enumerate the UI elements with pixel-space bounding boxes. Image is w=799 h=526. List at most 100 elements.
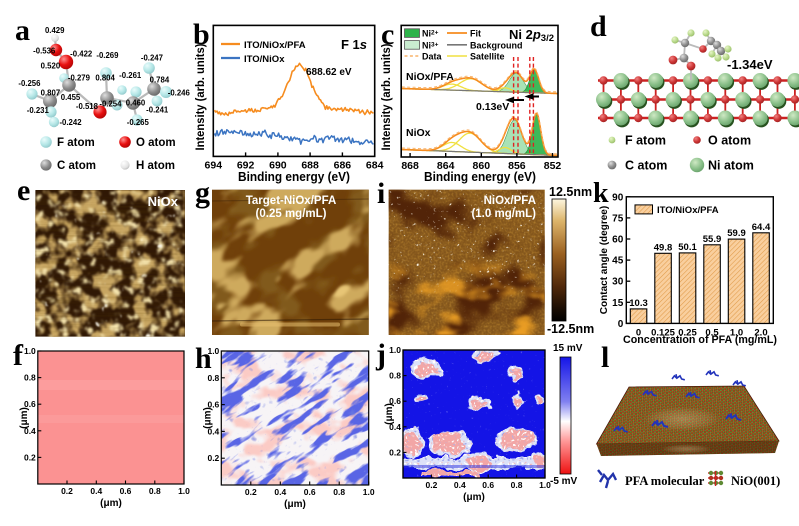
- svg-text:0.8: 0.8: [333, 487, 345, 497]
- svg-text:c: c: [381, 18, 394, 51]
- svg-text:ITO/NiOx/PFA: ITO/NiOx/PFA: [657, 205, 719, 216]
- svg-text:2.0: 2.0: [754, 327, 767, 338]
- svg-text:1.0: 1.0: [207, 346, 219, 356]
- svg-text:864: 864: [437, 160, 455, 172]
- svg-text:g: g: [195, 176, 210, 209]
- svg-text:Satellite: Satellite: [470, 52, 505, 62]
- svg-text:h: h: [195, 342, 212, 375]
- svg-text:0.804: 0.804: [95, 74, 115, 83]
- svg-text:1.0: 1.0: [24, 346, 36, 356]
- svg-text:(0.25 mg/mL): (0.25 mg/mL): [256, 208, 327, 220]
- svg-text:690: 690: [269, 159, 287, 171]
- svg-text:-5 mV: -5 mV: [550, 476, 578, 487]
- svg-text:-0.261: -0.261: [119, 71, 142, 80]
- svg-text:Intensity (arb. units): Intensity (arb. units): [379, 44, 393, 151]
- svg-text:75: 75: [612, 213, 624, 224]
- svg-text:0.8: 0.8: [149, 486, 161, 496]
- svg-text:0: 0: [618, 319, 624, 330]
- svg-text:-1.34eV: -1.34eV: [727, 57, 773, 72]
- svg-text:(μm): (μm): [463, 492, 485, 503]
- svg-text:-0.254: -0.254: [99, 99, 122, 108]
- svg-text:688: 688: [301, 159, 319, 171]
- svg-text:NiOx/PFA: NiOx/PFA: [484, 195, 536, 207]
- svg-text:(μm): (μm): [100, 498, 122, 509]
- svg-text:C atom: C atom: [57, 160, 96, 172]
- svg-text:856: 856: [508, 160, 526, 172]
- svg-text:692: 692: [237, 159, 255, 171]
- svg-text:F 1s: F 1s: [341, 37, 367, 52]
- svg-text:l: l: [601, 341, 609, 374]
- svg-text:0.8: 0.8: [24, 373, 36, 383]
- svg-text:b: b: [193, 18, 210, 51]
- svg-text:-0.247: -0.247: [141, 53, 163, 62]
- svg-text:0.4: 0.4: [454, 480, 466, 490]
- svg-text:-0.279: -0.279: [68, 74, 91, 83]
- svg-text:0.2: 0.2: [245, 487, 257, 497]
- svg-text:C atom: C atom: [625, 159, 667, 173]
- svg-text:-0.536: -0.536: [33, 47, 56, 56]
- svg-text:Binding energy (eV): Binding energy (eV): [424, 169, 536, 184]
- svg-text:0.8: 0.8: [389, 371, 401, 381]
- svg-text:15: 15: [612, 298, 624, 309]
- svg-text:-0.256: -0.256: [18, 79, 41, 88]
- svg-text:Binding energy (eV): Binding energy (eV): [238, 169, 350, 184]
- svg-text:Ni atom: Ni atom: [708, 159, 754, 173]
- svg-text:Ni3+: Ni3+: [422, 40, 439, 50]
- svg-text:0.4: 0.4: [207, 426, 219, 436]
- svg-text:0.4: 0.4: [90, 486, 102, 496]
- svg-text:0.2: 0.2: [207, 453, 219, 463]
- svg-text:0.2: 0.2: [61, 486, 73, 496]
- svg-text:852: 852: [544, 160, 562, 172]
- svg-text:Background: Background: [470, 40, 523, 50]
- svg-text:0.2: 0.2: [389, 447, 401, 457]
- svg-text:-0.422: -0.422: [70, 50, 93, 59]
- svg-text:-0.231: -0.231: [27, 106, 50, 115]
- svg-text:0: 0: [636, 327, 641, 338]
- svg-text:-0.265: -0.265: [127, 118, 150, 127]
- svg-text:(μm): (μm): [284, 499, 306, 510]
- svg-text:55.9: 55.9: [703, 234, 722, 245]
- svg-text:10.3: 10.3: [629, 298, 648, 309]
- svg-text:15 mV: 15 mV: [553, 343, 583, 354]
- svg-text:90: 90: [612, 192, 624, 203]
- svg-text:0.8: 0.8: [511, 480, 523, 490]
- svg-text:NiOx: NiOx: [148, 194, 179, 209]
- svg-text:-0.246: -0.246: [168, 88, 191, 97]
- svg-text:0.520: 0.520: [41, 62, 61, 71]
- svg-text:0.4: 0.4: [24, 426, 36, 436]
- svg-text:30: 30: [612, 277, 624, 288]
- svg-text:49.8: 49.8: [654, 242, 673, 253]
- svg-text:j: j: [375, 338, 386, 371]
- svg-text:12.5nm: 12.5nm: [549, 185, 592, 199]
- svg-text:0.807: 0.807: [41, 88, 61, 97]
- svg-text:694: 694: [205, 159, 223, 171]
- svg-text:1.0: 1.0: [539, 480, 551, 490]
- svg-text:59.9: 59.9: [727, 228, 746, 239]
- svg-text:NiOx/PFA: NiOx/PFA: [406, 71, 454, 83]
- svg-text:e: e: [17, 174, 30, 207]
- svg-text:Fit: Fit: [470, 29, 481, 39]
- svg-text:1.0: 1.0: [178, 486, 190, 496]
- svg-text:0.429: 0.429: [45, 26, 65, 35]
- svg-text:-12.5nm: -12.5nm: [547, 322, 594, 336]
- svg-text:F atom: F atom: [57, 137, 95, 149]
- svg-text:k: k: [593, 178, 609, 209]
- svg-text:0.6: 0.6: [482, 480, 494, 490]
- svg-text:(1.0 mg/mL): (1.0 mg/mL): [471, 208, 536, 220]
- svg-text:0.455: 0.455: [61, 93, 81, 102]
- svg-text:0.6: 0.6: [304, 487, 316, 497]
- svg-text:Data: Data: [422, 52, 443, 62]
- svg-text:Target-NiOx/PFA: Target-NiOx/PFA: [246, 195, 337, 207]
- svg-text:-0.242: -0.242: [59, 118, 82, 127]
- svg-text:64.4: 64.4: [752, 222, 771, 233]
- svg-text:f: f: [13, 339, 24, 372]
- svg-text:0.460: 0.460: [126, 99, 146, 108]
- svg-text:0.6: 0.6: [389, 396, 401, 406]
- svg-text:0.25: 0.25: [678, 327, 697, 338]
- svg-text:1.0: 1.0: [389, 345, 401, 355]
- svg-text:45: 45: [612, 256, 624, 267]
- svg-text:-0.269: -0.269: [96, 51, 119, 60]
- svg-text:684: 684: [366, 159, 384, 171]
- svg-text:O atom: O atom: [708, 134, 751, 148]
- svg-text:-0.518: -0.518: [76, 102, 99, 111]
